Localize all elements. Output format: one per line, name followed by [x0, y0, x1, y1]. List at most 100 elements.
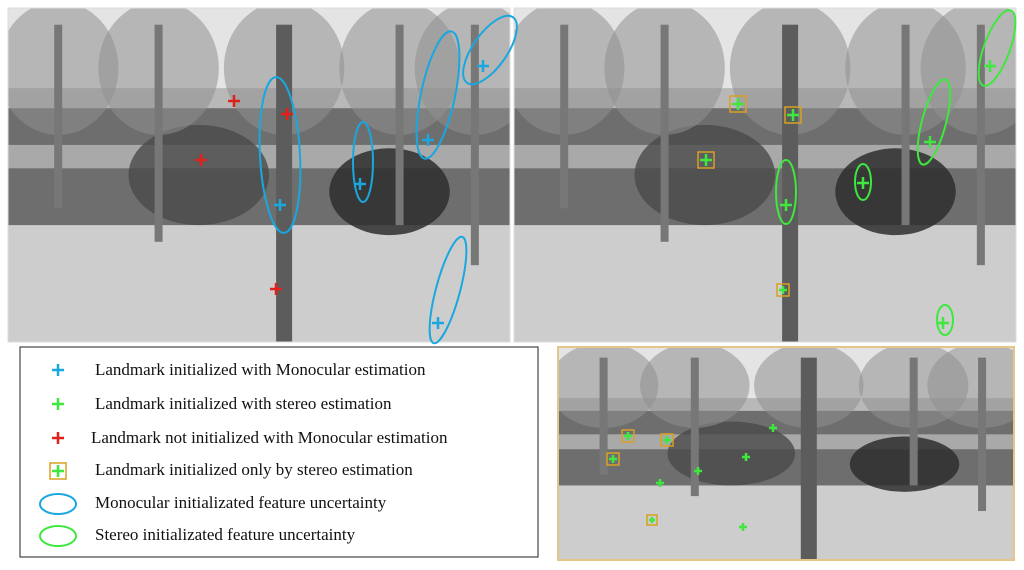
landmark-cross: [779, 286, 787, 294]
uncertainty-ellipse: [415, 30, 461, 160]
trunk: [395, 24, 404, 226]
landmark-cross: [732, 98, 744, 110]
landmark-cross: [984, 60, 996, 72]
photo-content: [558, 347, 1014, 560]
uncertainty-ellipse: [775, 159, 797, 225]
uncertainty-ellipse: [462, 14, 518, 86]
trunk: [470, 24, 479, 266]
legend-label: Landmark initialized with stereo estimat…: [95, 394, 392, 413]
bush: [128, 124, 270, 226]
landmark-cross: [739, 523, 747, 531]
landmark-cross: [422, 134, 434, 146]
uncertainty-ellipse: [428, 235, 468, 345]
bush: [849, 436, 960, 492]
legend-label: Landmark initialized only by stereo esti…: [95, 460, 413, 479]
stereo-box: [697, 151, 715, 169]
stereo-box: [729, 95, 747, 113]
stereo-box: [784, 106, 802, 124]
landmark-cross: [780, 199, 792, 211]
landmark-cross: [52, 398, 64, 410]
legend-box: [19, 346, 539, 558]
trunk: [560, 24, 569, 209]
legend-label: Landmark initialized with Monocular esti…: [95, 360, 426, 379]
photo-content: [8, 8, 510, 342]
photo-frame: [557, 346, 1015, 561]
trunk: [54, 24, 63, 209]
uncertainty-ellipse: [936, 304, 954, 336]
canopy: [8, 8, 119, 135]
stereo-box: [606, 452, 620, 466]
landmark-cross: [432, 317, 444, 329]
trunk: [901, 24, 910, 226]
trunk: [800, 357, 817, 560]
photo: [557, 346, 1015, 561]
trunk: [154, 24, 163, 242]
landmark-cross: [195, 154, 207, 166]
landmark-cross: [857, 177, 869, 189]
bush: [667, 421, 796, 486]
landmark-cross: [649, 517, 655, 523]
photo-frame: [513, 7, 1017, 343]
trunk: [909, 357, 918, 486]
landmark-cross: [624, 432, 632, 440]
uncertainty-ellipse: [977, 9, 1017, 87]
bush: [634, 124, 776, 226]
trunk: [599, 357, 608, 475]
landmark-cross: [663, 436, 671, 444]
stereo-box: [49, 462, 67, 480]
photo: [513, 7, 1017, 343]
ground: [558, 485, 1014, 560]
trunk: [976, 24, 985, 266]
landmark-cross: [656, 479, 664, 487]
uncertainty-ellipse: [39, 525, 77, 547]
landmark-cross: [477, 60, 489, 72]
landmark-cross: [609, 455, 617, 463]
ground: [8, 225, 510, 342]
landmark-cross: [52, 432, 64, 444]
stereo-box: [621, 429, 635, 443]
legend-label: Landmark not initialized with Monocular …: [91, 428, 448, 447]
uncertainty-ellipse: [352, 121, 374, 203]
landmark-cross: [937, 317, 949, 329]
canopy: [514, 8, 625, 135]
uncertainty-ellipse: [258, 76, 302, 234]
bush: [329, 148, 450, 236]
canopy: [927, 347, 1014, 428]
canopy: [558, 347, 659, 428]
canopy: [920, 8, 1016, 135]
uncertainty-ellipse: [854, 163, 872, 201]
photo-frame: [7, 7, 511, 343]
photo: [7, 7, 511, 343]
trunk: [782, 24, 799, 342]
legend-label: Monocular initializated feature uncertai…: [95, 493, 387, 512]
uncertainty-ellipse: [39, 493, 77, 515]
landmark-cross: [700, 154, 712, 166]
landmark-cross: [742, 453, 750, 461]
stereo-box: [776, 283, 790, 297]
stereo-box: [660, 433, 674, 447]
landmark-cross: [354, 178, 366, 190]
photo-content: [514, 8, 1016, 342]
stereo-box: [646, 514, 658, 526]
landmark-cross: [281, 108, 293, 120]
trunk: [660, 24, 669, 242]
landmark-cross: [52, 465, 64, 477]
landmark-cross: [924, 136, 936, 148]
landmark-cross: [52, 364, 64, 376]
legend-label: Stereo initializated feature uncertainty: [95, 525, 356, 544]
landmark-cross: [274, 199, 286, 211]
landmark-cross: [270, 283, 282, 295]
landmark-cross: [769, 424, 777, 432]
uncertainty-ellipse: [916, 78, 952, 166]
landmark-cross: [228, 95, 240, 107]
bush: [835, 148, 956, 236]
trunk: [690, 357, 699, 497]
landmark-cross: [787, 109, 799, 121]
ground: [514, 225, 1016, 342]
trunk: [276, 24, 293, 342]
landmark-cross: [694, 467, 702, 475]
trunk: [978, 357, 987, 512]
